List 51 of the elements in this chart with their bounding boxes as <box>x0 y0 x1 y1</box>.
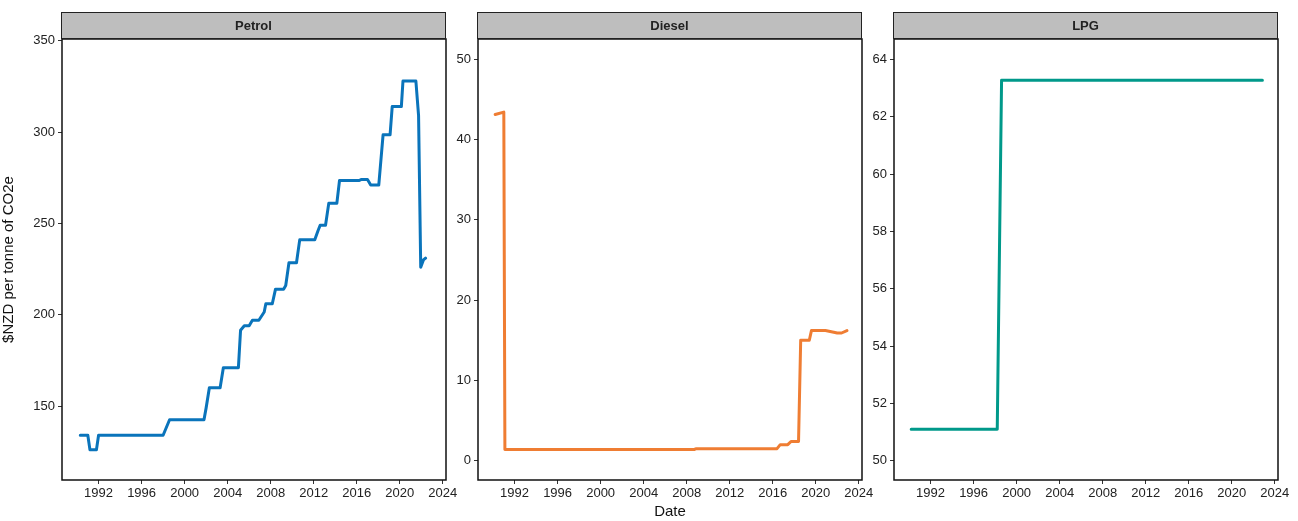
y-tick-label: 150 <box>33 397 55 413</box>
x-tick-label: 2024 <box>428 485 458 501</box>
y-tick-label: 50 <box>456 50 471 66</box>
y-tick-label: 54 <box>872 337 887 353</box>
chart-title: Diesel <box>477 12 862 39</box>
chart-title: Petrol <box>61 12 446 39</box>
x-tick-label: 2008 <box>1088 485 1118 501</box>
y-tick-label: 10 <box>456 371 471 387</box>
x-tick-label: 2012 <box>715 485 745 501</box>
x-tick-label: 2004 <box>213 485 243 501</box>
y-axis-title: $NZD per tonne of CO2e <box>0 176 17 343</box>
x-tick-label: 1996 <box>959 485 989 501</box>
y-tick-label: 60 <box>872 165 887 181</box>
x-tick-label: 2020 <box>1217 485 1247 501</box>
x-tick-label: 2020 <box>385 485 415 501</box>
x-tick-label: 2024 <box>844 485 874 501</box>
x-tick-label: 2016 <box>1174 485 1204 501</box>
x-tick-label: 2004 <box>1045 485 1075 501</box>
y-tick-label: 58 <box>872 222 887 238</box>
x-tick-label: 2000 <box>170 485 200 501</box>
x-axis-title: Date <box>654 502 686 520</box>
y-tick-label: 200 <box>33 306 55 322</box>
y-tick-label: 52 <box>872 395 887 411</box>
y-tick-label: 56 <box>872 280 887 296</box>
y-tick-label: 350 <box>33 32 55 48</box>
y-tick-label: 250 <box>33 215 55 231</box>
x-tick-label: 2008 <box>672 485 702 501</box>
x-tick-label: 1996 <box>543 485 573 501</box>
y-tick-label: 62 <box>872 108 887 124</box>
y-tick-label: 300 <box>33 123 55 139</box>
x-tick-label: 2016 <box>342 485 372 501</box>
x-tick-label: 2024 <box>1260 485 1290 501</box>
y-tick-label: 64 <box>872 50 887 66</box>
x-tick-label: 1992 <box>84 485 114 501</box>
x-tick-label: 2004 <box>629 485 659 501</box>
y-tick-label: 40 <box>456 130 471 146</box>
x-tick-label: 2000 <box>586 485 616 501</box>
x-tick-label: 2016 <box>758 485 788 501</box>
x-tick-label: 2000 <box>1002 485 1032 501</box>
x-tick-label: 2012 <box>1131 485 1161 501</box>
y-tick-label: 20 <box>456 291 471 307</box>
x-tick-label: 1996 <box>127 485 157 501</box>
x-tick-label: 2012 <box>299 485 329 501</box>
y-tick-label: 50 <box>872 452 887 468</box>
chart-title: LPG <box>893 12 1278 39</box>
x-tick-label: 2008 <box>256 485 286 501</box>
x-tick-label: 1992 <box>500 485 530 501</box>
x-tick-label: 1992 <box>916 485 946 501</box>
y-tick-label: 30 <box>456 211 471 227</box>
x-tick-label: 2020 <box>801 485 831 501</box>
y-tick-label: 0 <box>463 452 471 468</box>
